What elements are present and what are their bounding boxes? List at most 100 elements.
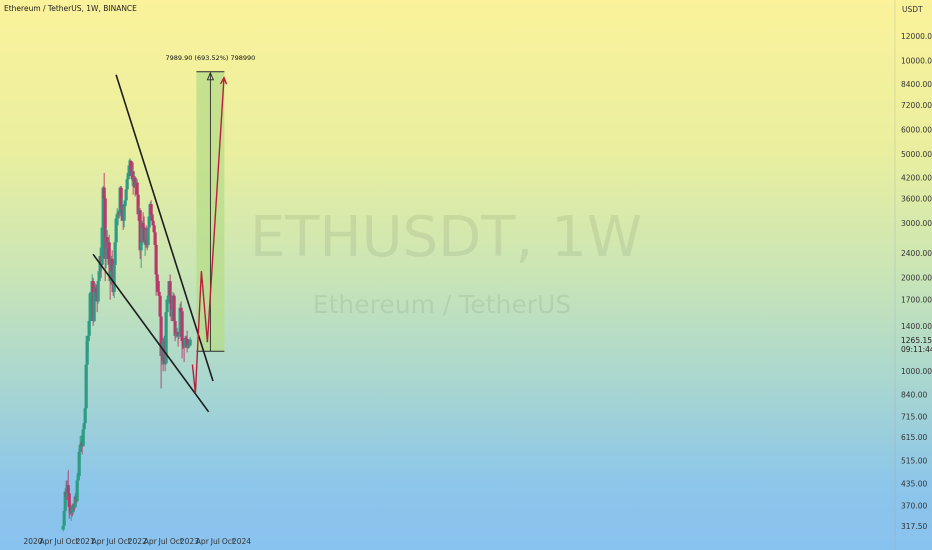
candle (104, 227, 108, 268)
candle-body (175, 332, 179, 334)
candle-body (152, 225, 156, 233)
candle-body (81, 429, 85, 446)
candle-body (151, 220, 155, 226)
candle (173, 318, 177, 342)
drawings[interactable] (92, 74, 228, 413)
candle-body (170, 309, 174, 317)
candle (147, 214, 151, 230)
candle (73, 493, 77, 510)
candle-body (127, 165, 131, 175)
x-tick-label: Apr (40, 537, 54, 546)
y-tick-label: 840.00 (901, 391, 927, 400)
candle (78, 435, 82, 463)
candle-body (114, 218, 118, 243)
x-tick-label: Apr (144, 537, 158, 546)
candle-body (188, 339, 192, 346)
y-tick-label: 4200.00 (901, 174, 932, 183)
candle-body (122, 206, 126, 221)
candle-body (73, 496, 77, 508)
y-tick-label: 370.00 (901, 501, 927, 510)
candle (67, 488, 71, 519)
candle (82, 421, 86, 441)
candle-body (94, 287, 98, 294)
candle-body (102, 187, 106, 199)
candle (62, 509, 66, 528)
candle (115, 208, 119, 226)
candle-body (185, 338, 189, 348)
candle-body (68, 507, 72, 513)
candle-body (156, 281, 160, 292)
candle-body (89, 291, 93, 294)
x-tick-label: Oct (170, 537, 183, 546)
projection-arrow-head (219, 76, 228, 85)
candle-body (140, 223, 144, 243)
x-tick-label: Oct (66, 537, 79, 546)
candle-body (157, 291, 161, 296)
candle (129, 160, 133, 180)
candle (172, 293, 176, 326)
candle-body (107, 242, 111, 265)
candle-body (129, 161, 133, 177)
candles (61, 158, 192, 532)
candle-body (84, 364, 88, 409)
candle (66, 470, 70, 497)
y-tick-label: 615.00 (901, 433, 927, 442)
y-tick-label: 1700.00 (901, 296, 932, 305)
candle-body (180, 311, 184, 342)
candle (119, 185, 123, 221)
y-tick-label: 3000.00 (901, 219, 932, 228)
candle (165, 295, 169, 326)
x-tick-label: Oct (222, 537, 235, 546)
last-price-tag: 1265.15 09:11:44 (901, 336, 932, 354)
candle-body (101, 187, 105, 228)
candle-body (138, 210, 142, 251)
candle-body (179, 307, 183, 312)
candle-body (164, 312, 168, 364)
candle-body (146, 227, 150, 245)
candle-body (177, 334, 181, 336)
candle (185, 330, 189, 353)
watermark: ETHUSDT, 1W Ethereum / TetherUS (250, 205, 642, 319)
y-tick-label: 8400.00 (901, 80, 932, 89)
candle-body (123, 200, 127, 207)
candle-body (62, 510, 66, 526)
axes: USDT 317.50 370.00 435.00 515.00 615.00 715.0… (23, 0, 932, 550)
candle-body (153, 232, 157, 245)
x-tick-label: Jul (158, 537, 168, 546)
projection-path (191, 77, 225, 394)
trendline-lower (92, 253, 210, 413)
candle-body (97, 271, 101, 282)
x-tick-label: Jul (210, 537, 220, 546)
candle-body (149, 204, 153, 215)
candle (146, 225, 150, 248)
candle-body (181, 341, 185, 346)
candle-body (144, 239, 148, 243)
candle-body (186, 344, 190, 348)
candle-body (83, 408, 87, 424)
candle (92, 288, 96, 323)
candle-body (136, 194, 140, 215)
candle-body (142, 227, 146, 243)
candle (138, 208, 142, 259)
x-tick-label: Apr (196, 537, 210, 546)
candle (153, 227, 157, 248)
candle-body (172, 295, 176, 322)
candle (188, 336, 192, 347)
candle-body (115, 214, 119, 219)
candle-body (112, 264, 116, 292)
candle (102, 172, 106, 203)
candle (141, 212, 145, 230)
candle (113, 239, 117, 268)
y-tick-label: 317.50 (901, 522, 927, 531)
candle-body (75, 480, 79, 502)
price-axis-currency: USDT (902, 5, 923, 14)
candle-body (166, 299, 170, 301)
candle (149, 200, 153, 217)
measure-tool[interactable]: 7989.90 (693.52%) 798990 (165, 54, 255, 352)
candle (100, 225, 104, 268)
candle-body (165, 299, 169, 313)
y-tick-label: 715.00 (901, 413, 927, 422)
x-tick-label: 2020 (23, 537, 42, 546)
